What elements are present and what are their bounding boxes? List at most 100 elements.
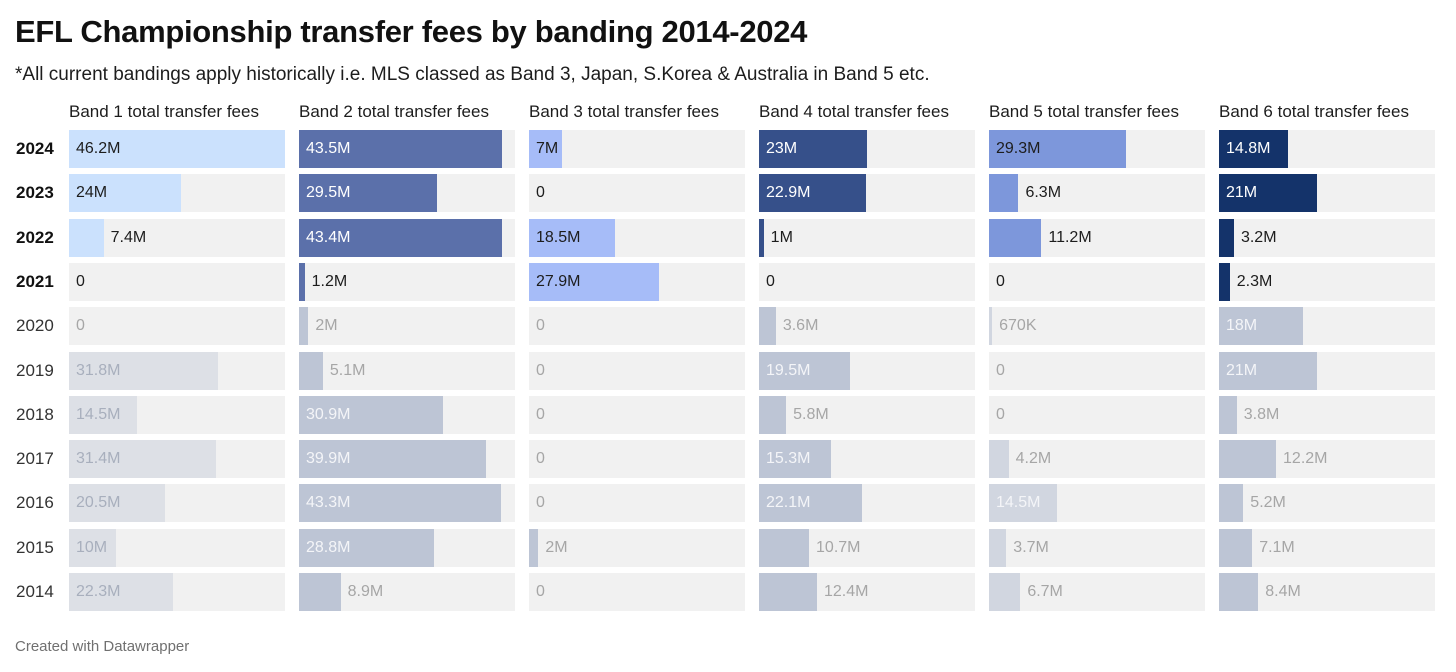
bar xyxy=(529,130,562,168)
value-label: 28.8M xyxy=(306,538,351,556)
bar xyxy=(299,218,502,257)
bar xyxy=(989,218,1042,257)
value-label: 18M xyxy=(1226,317,1258,335)
value-label: 5.8M xyxy=(793,405,829,423)
bar-track: 43.3M xyxy=(299,484,515,523)
year-label: 2020 xyxy=(16,316,54,336)
bar xyxy=(299,395,444,434)
value-label: 0 xyxy=(536,583,545,600)
bar xyxy=(299,174,437,213)
bar xyxy=(759,440,831,479)
bar-track: 7.1M xyxy=(1219,528,1435,567)
bar-track: 6.3M xyxy=(989,174,1205,213)
bar xyxy=(299,351,323,390)
value-label: 29.3M xyxy=(996,140,1041,157)
bar-track: 0 xyxy=(759,262,975,301)
bar-track: 21M xyxy=(1219,174,1435,213)
bar-track: 19.5M xyxy=(759,351,975,390)
year-label: 2019 xyxy=(16,360,54,380)
bar-track: 2.3M xyxy=(1219,262,1435,301)
bar-track: 12.2M xyxy=(1219,440,1435,479)
bar-track: 31.8M xyxy=(69,351,285,390)
value-label: 2M xyxy=(315,317,338,335)
value-label: 19.5M xyxy=(766,361,811,379)
bar xyxy=(299,440,486,479)
bar xyxy=(759,528,810,567)
value-label: 6.7M xyxy=(1027,583,1063,600)
bar xyxy=(69,351,218,390)
bar xyxy=(1219,307,1304,346)
bar-track: 11.2M xyxy=(989,218,1205,257)
bar xyxy=(1219,130,1289,168)
bar-track: 12.4M xyxy=(759,573,975,611)
value-label: 2M xyxy=(545,538,568,556)
value-label: 43.3M xyxy=(306,494,351,512)
year-label: 2014 xyxy=(16,582,54,601)
bar-track: 15.3M xyxy=(759,440,975,479)
value-label: 0 xyxy=(996,272,1005,290)
value-label: 8.9M xyxy=(347,583,384,600)
bar-track: 0 xyxy=(69,307,285,346)
bar-track: 2M xyxy=(529,528,745,567)
bar xyxy=(989,174,1019,213)
bar-track: 8.9M xyxy=(299,573,515,611)
bar-track: 7.4M xyxy=(69,218,285,257)
bar xyxy=(69,174,182,213)
bar xyxy=(69,218,104,257)
bar-track: 18.5M xyxy=(529,218,745,257)
bar xyxy=(69,395,137,434)
year-label: 2024 xyxy=(16,139,54,158)
panel-header: Band 2 total transfer fees xyxy=(299,102,489,121)
value-label: 3.2M xyxy=(1240,228,1277,246)
bar-track: 22.3M xyxy=(69,573,285,611)
value-label: 22.3M xyxy=(76,583,121,600)
bar xyxy=(989,307,993,346)
bar-track: 0 xyxy=(529,307,745,346)
value-label: 21M xyxy=(1226,361,1258,379)
value-label: 3.8M xyxy=(1243,405,1280,423)
bar-track: 31.4M xyxy=(69,440,285,479)
value-label: 0 xyxy=(536,361,545,379)
bar-track: 30.9M xyxy=(299,395,515,434)
bar xyxy=(989,440,1009,479)
value-label: 31.8M xyxy=(76,361,121,379)
bar-track: 8.4M xyxy=(1219,573,1435,611)
bar-track: 3.8M xyxy=(1219,395,1435,434)
bar-track: 3.7M xyxy=(989,528,1205,567)
bar xyxy=(299,484,502,523)
bar xyxy=(759,218,764,257)
value-label: 0 xyxy=(536,184,545,202)
bar-track: 22.1M xyxy=(759,484,975,523)
bar-track: 29.3M xyxy=(989,130,1205,168)
bar-track: 14.8M xyxy=(1219,130,1435,168)
value-label: 22.1M xyxy=(766,494,811,512)
value-label: 0 xyxy=(996,361,1005,379)
bar-track: 10.7M xyxy=(759,528,975,567)
bar xyxy=(529,528,539,567)
bar xyxy=(1219,174,1318,213)
bar xyxy=(299,573,341,611)
bar-track: 0 xyxy=(529,573,745,611)
bar xyxy=(529,262,660,301)
value-label: 0 xyxy=(766,272,775,290)
value-label: 5.2M xyxy=(1250,494,1286,512)
bar-track: 5.2M xyxy=(1219,484,1435,523)
value-label: 0 xyxy=(76,317,85,335)
panel-header: Band 4 total transfer fees xyxy=(759,102,949,121)
value-label: 29.5M xyxy=(306,184,351,202)
bar-track: 0 xyxy=(529,174,745,213)
bar xyxy=(759,351,851,390)
value-label: 12.4M xyxy=(823,583,869,600)
bar xyxy=(1219,484,1244,523)
bar-track: 22.9M xyxy=(759,174,975,213)
bar-track: 23M xyxy=(759,130,975,168)
bar-track: 4.2M xyxy=(989,440,1205,479)
year-label: 2016 xyxy=(16,493,54,513)
bar xyxy=(69,130,285,168)
bar-track: 670K xyxy=(989,307,1205,346)
value-label: 21M xyxy=(1226,184,1258,202)
bar-track: 3.2M xyxy=(1219,218,1435,257)
value-label: 7M xyxy=(536,140,559,157)
value-label: 43.5M xyxy=(306,140,351,157)
bar-track: 0 xyxy=(989,395,1205,434)
